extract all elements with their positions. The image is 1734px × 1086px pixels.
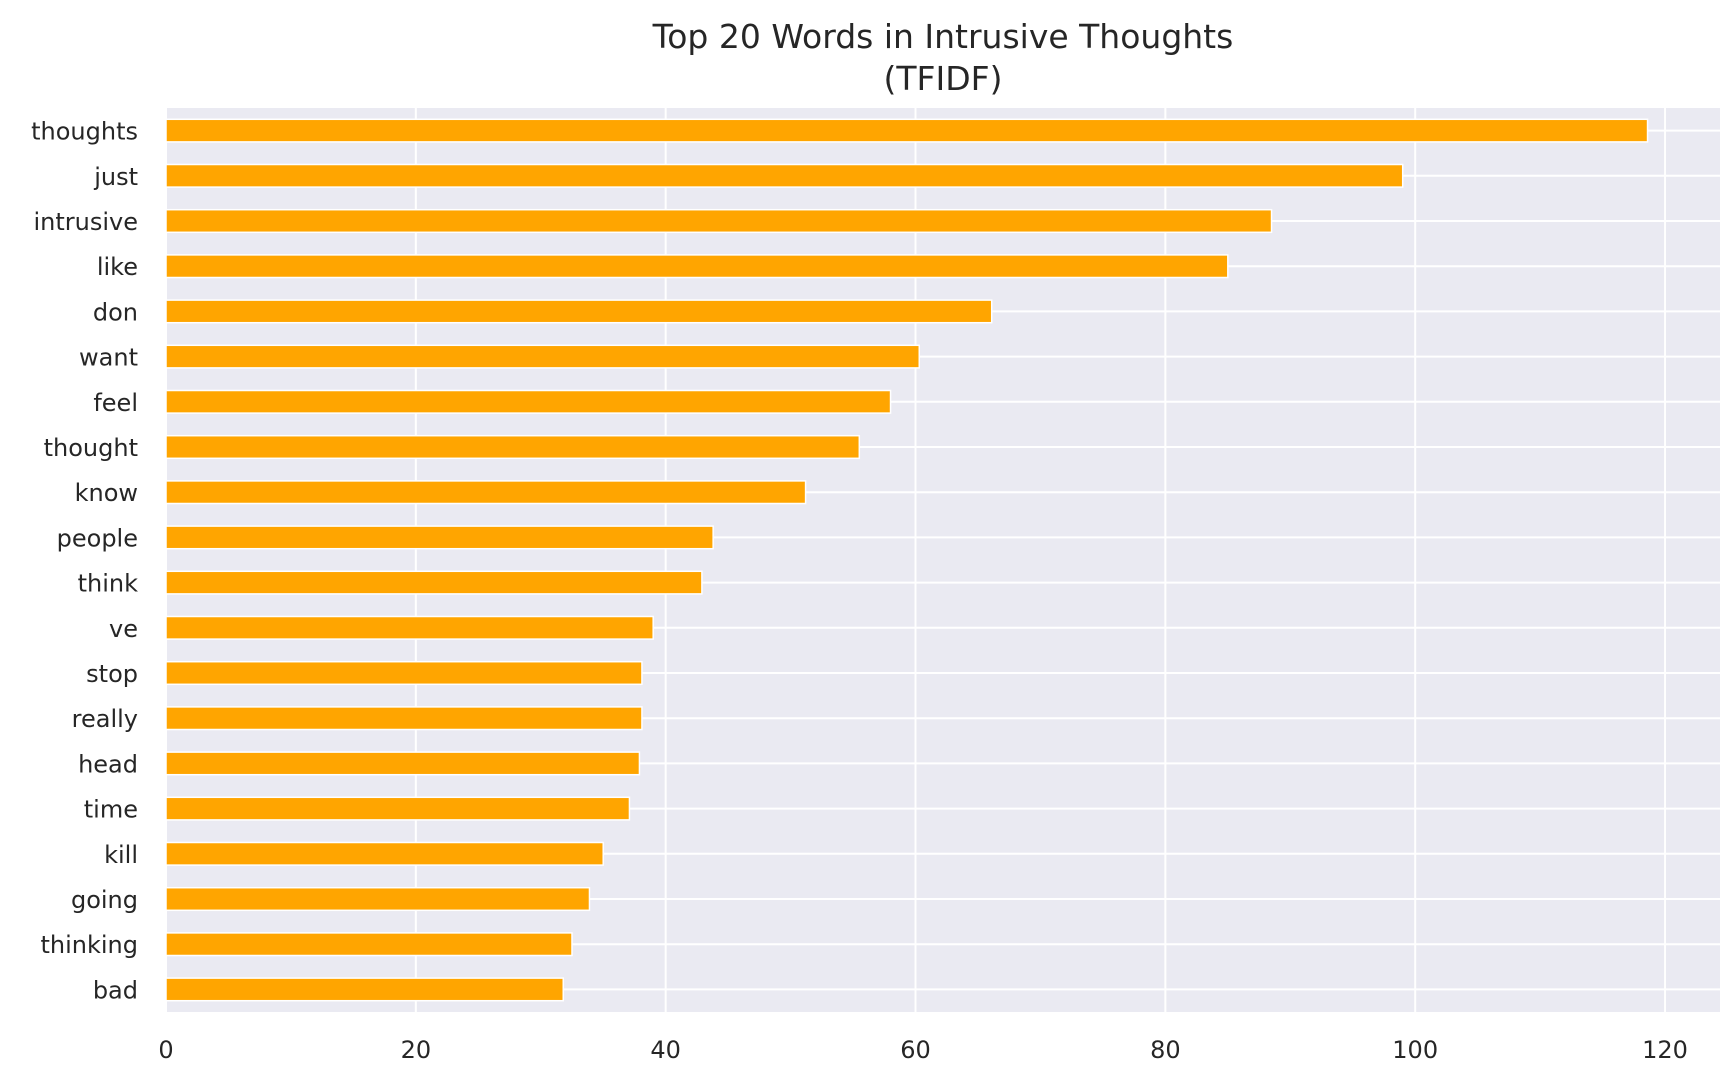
- y-tick-label: intrusive: [33, 208, 138, 236]
- x-tick-label: 20: [401, 1036, 432, 1064]
- bar-know: [165, 480, 807, 505]
- y-tick-label: feel: [93, 389, 138, 417]
- y-tick-label: stop: [86, 660, 138, 688]
- y-tick-label: don: [93, 298, 138, 326]
- x-tick-label: 40: [650, 1036, 681, 1064]
- y-axis-ticks: thoughts just intrusive like don want feel thou…: [31, 118, 138, 1005]
- bars: [165, 118, 1649, 1002]
- bar-stop: [165, 660, 643, 686]
- x-tick-label: 120: [1642, 1036, 1688, 1064]
- x-tick-label: 60: [900, 1036, 931, 1064]
- y-tick-label: thinking: [40, 931, 138, 959]
- y-tick-label: think: [78, 570, 139, 598]
- x-tick-label: 100: [1392, 1036, 1438, 1064]
- bar-thought: [165, 434, 861, 460]
- bar-just: [165, 163, 1404, 188]
- bar-head: [165, 751, 641, 776]
- plot-area: [166, 108, 1720, 1012]
- y-tick-label: time: [84, 796, 138, 824]
- y-tick-label: thoughts: [31, 118, 138, 146]
- bar-thinking: [165, 932, 573, 957]
- chart-title: Top 20 Words in Intrusive Thoughts: [652, 17, 1234, 56]
- bar-time: [165, 796, 631, 821]
- y-tick-label: want: [79, 344, 138, 372]
- bar-bad: [165, 977, 564, 1002]
- bar-going: [165, 886, 591, 912]
- bar-don: [165, 299, 993, 324]
- y-tick-label: bad: [93, 976, 138, 1004]
- y-tick-label: thought: [44, 434, 138, 462]
- y-tick-label: ve: [109, 615, 138, 643]
- bar-intrusive: [165, 208, 1273, 234]
- x-tick-label: 0: [158, 1036, 173, 1064]
- bar-feel: [165, 389, 892, 414]
- y-tick-label: like: [97, 253, 138, 281]
- bar-kill: [165, 841, 604, 866]
- bar-people: [165, 525, 714, 550]
- bar-like: [165, 254, 1229, 279]
- bar-want: [165, 344, 921, 369]
- y-tick-label: people: [57, 524, 138, 552]
- bar-really: [165, 706, 643, 731]
- bar-think: [165, 570, 703, 595]
- y-tick-label: kill: [104, 841, 138, 869]
- y-tick-label: head: [78, 750, 138, 778]
- bar-thoughts: [165, 118, 1649, 143]
- y-tick-label: really: [72, 705, 138, 733]
- bar-ve: [165, 615, 654, 640]
- y-tick-label: know: [75, 479, 138, 507]
- x-tick-label: 80: [1150, 1036, 1181, 1064]
- chart-subtitle: (TFIDF): [883, 59, 1002, 98]
- x-axis-ticks: 0 20 40 60 80 100 120: [158, 1036, 1688, 1064]
- y-tick-label: just: [93, 163, 138, 191]
- y-tick-label: going: [71, 886, 138, 914]
